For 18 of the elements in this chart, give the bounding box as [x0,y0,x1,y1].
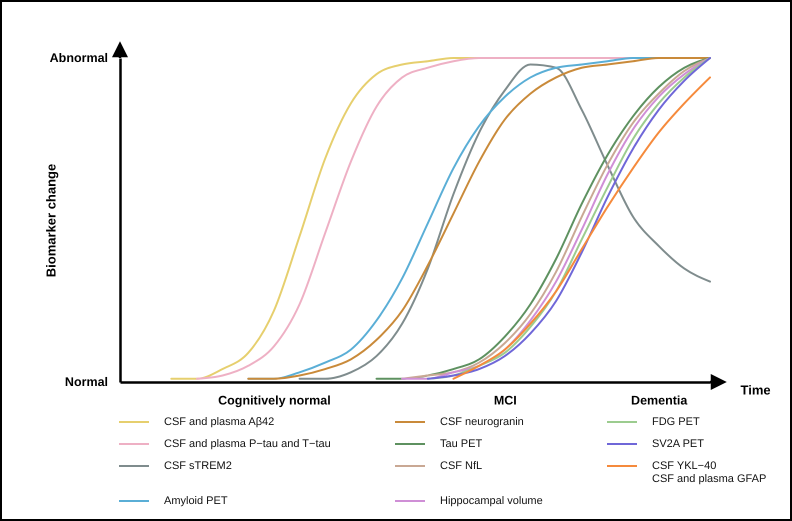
legend-label: Tau PET [440,438,482,450]
legend-label: FDG PET [652,416,700,428]
legend-label: CSF NfL [440,460,482,472]
legend-label: SV2A PET [652,438,704,450]
text: Normal [64,375,108,389]
x-tick-label: MCI [494,394,517,408]
legend-label: CSF sTREM2 [164,460,232,472]
y-axis-title: Biomarker change [44,164,58,278]
legend-label: Amyloid PET [164,495,228,507]
legend-label: CSF and plasma Aβ42 [164,416,274,428]
legend-label: CSF YKL−40 CSF and plasma GFAP [652,460,766,485]
x-axis-title: Time [740,382,771,398]
legend-label: Hippocampal volume [440,495,543,507]
legend-label: CSF and plasma P−tau and T−tau [164,438,331,450]
x-tick-label: Dementia [631,394,688,408]
text: Abnormal [50,51,108,65]
legend-label: CSF neurogranin [440,416,524,428]
x-tick-label: Cognitively normal [218,394,331,408]
